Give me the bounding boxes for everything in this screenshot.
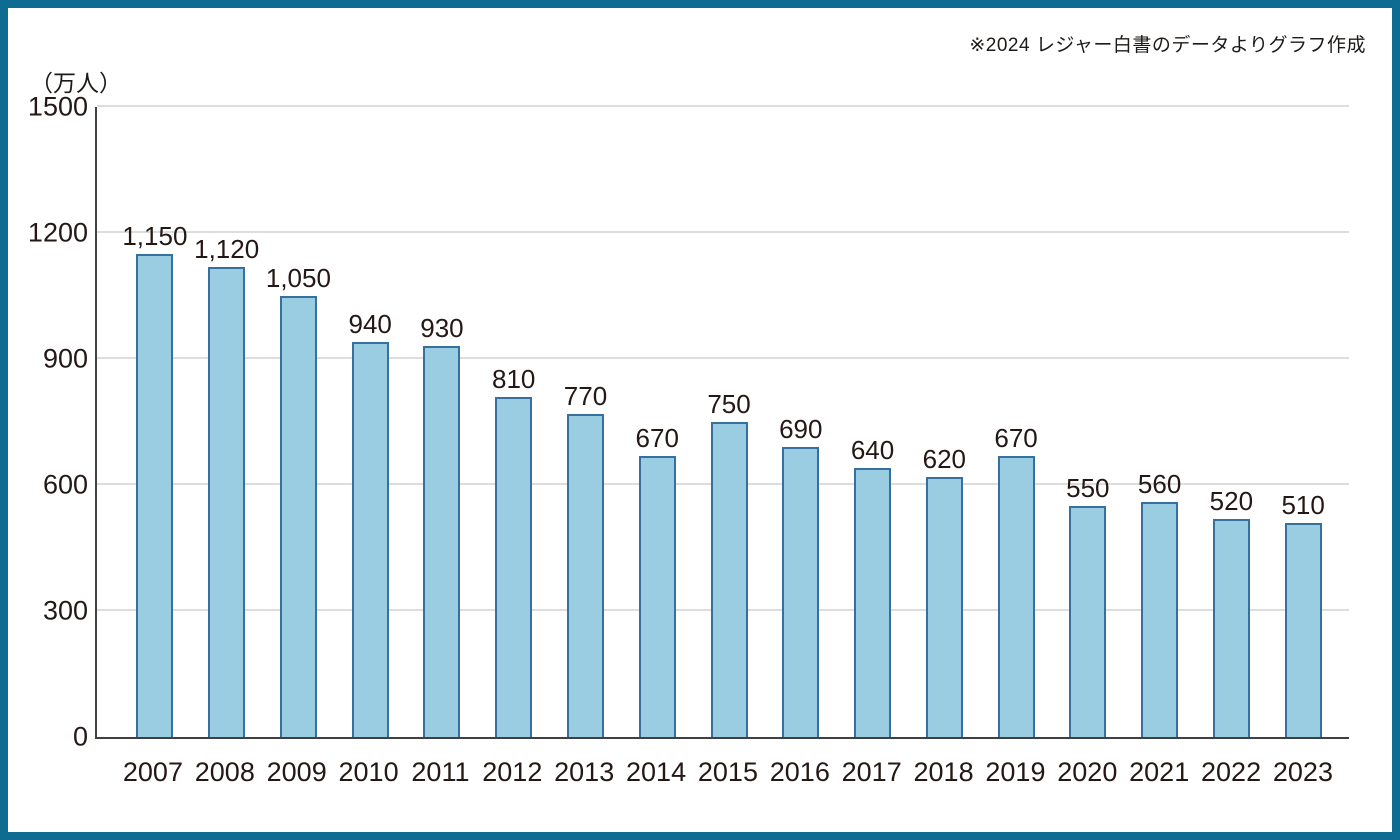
bar-group-2016: 690: [765, 107, 837, 737]
x-tick-label: 2018: [913, 757, 974, 787]
x-tick-label: 2016: [769, 757, 830, 787]
x-tick-label: 2007: [122, 757, 183, 787]
bar-group-2010: 940: [334, 107, 406, 737]
bar: [1284, 523, 1322, 737]
bar-value-label: 640: [850, 435, 895, 465]
bar-group-2009: 1,050: [263, 107, 335, 737]
gridline: [97, 231, 1349, 233]
bar-group-2007: 1,150: [119, 107, 191, 737]
bar-value-label: 560: [1137, 469, 1182, 499]
x-tick-label: 2020: [1057, 757, 1118, 787]
bar: [208, 267, 246, 737]
bar-value-label: 1,150: [122, 221, 188, 251]
bar: [997, 456, 1035, 737]
y-tick-label: 900: [42, 343, 88, 374]
y-axis-tick-labels: 0 300 600 900 1200 1500: [8, 93, 88, 750]
y-tick-label: 0: [72, 721, 88, 752]
bar-value-label: 520: [1209, 486, 1254, 516]
bar: [566, 414, 604, 737]
y-tick-label: 1500: [27, 91, 88, 122]
bar: [351, 342, 389, 737]
bar: [710, 422, 748, 737]
bar: [279, 296, 317, 737]
chart-canvas: ※2024 レジャー白書のデータよりグラフ作成 （万人） 0 300 600 900 1…: [8, 8, 1392, 832]
bar: [638, 456, 676, 737]
x-tick-label: 2010: [338, 757, 399, 787]
bar: [1141, 502, 1179, 737]
bar-group-2019: 670: [980, 107, 1052, 737]
x-tick-label: 2011: [411, 757, 470, 787]
bar-value-label: 510: [1281, 490, 1325, 520]
bar: [495, 397, 533, 737]
bar-value-label: 770: [563, 381, 608, 411]
x-tick-label: 2017: [841, 757, 902, 787]
bar-group-2013: 770: [550, 107, 622, 737]
y-tick-label: 300: [42, 595, 88, 626]
bar-value-label: 670: [994, 423, 1038, 453]
bar-value-label: 1,050: [265, 263, 331, 293]
x-tick-label: 2012: [482, 757, 543, 787]
bar-value-label: 550: [1066, 473, 1110, 503]
bars-row: 1,150 1,120 1,050 940 930 810 770 670 750 690 640 6…: [97, 107, 1349, 737]
x-tick-label: 2021: [1129, 757, 1190, 787]
bar: [1212, 519, 1250, 737]
plot-area: 1,150 1,120 1,050 940 930 810 770 670 750 690 640 6…: [95, 105, 1349, 739]
y-tick-label: 1200: [27, 217, 88, 248]
x-tick-label: 2013: [554, 757, 615, 787]
x-tick-label: 2023: [1272, 757, 1333, 787]
bar-value-label: 670: [635, 423, 679, 453]
bar-value-label: 690: [779, 414, 823, 444]
gridline: [97, 357, 1349, 359]
gridline: [97, 105, 1349, 107]
x-tick-label: 2008: [194, 757, 255, 787]
source-annotation: ※2024 レジャー白書のデータよりグラフ作成: [969, 35, 1366, 56]
bar: [782, 447, 820, 737]
bar: [854, 468, 892, 737]
x-tick-label: 2014: [626, 757, 687, 787]
bar-group-2020: 550: [1052, 107, 1124, 737]
y-axis-unit-label: （万人）: [30, 70, 122, 96]
x-tick-label: 2009: [266, 757, 327, 787]
bar-group-2023: 510: [1267, 107, 1339, 737]
x-tick-label: 2019: [985, 757, 1046, 787]
x-tick-label: 2022: [1201, 757, 1262, 787]
bar-group-2017: 640: [837, 107, 909, 737]
bar-value-label: 750: [707, 389, 751, 419]
bar-value-label: 620: [922, 444, 966, 474]
x-tick-label: 2015: [697, 757, 758, 787]
y-tick-label: 600: [42, 469, 88, 500]
bar-group-2018: 620: [908, 107, 980, 737]
bar-group-2008: 1,120: [191, 107, 263, 737]
x-axis-tick-labels: 2007 2008 2009 2010 2011 2012 2013 2014 2015 2016…: [95, 757, 1349, 788]
bar-group-2015: 750: [693, 107, 765, 737]
bar: [925, 477, 963, 737]
bar-value-label: 810: [492, 364, 536, 394]
bar: [136, 254, 174, 737]
bar-value-label: 1,120: [194, 234, 260, 264]
bar-group-2012: 810: [478, 107, 550, 737]
bar: [423, 346, 461, 737]
bar: [1069, 506, 1107, 737]
bar-value-label: 930: [420, 313, 464, 343]
bar-group-2021: 560: [1124, 107, 1196, 737]
bar-group-2014: 670: [621, 107, 693, 737]
bar-group-2011: 930: [406, 107, 478, 737]
bar-value-label: 940: [348, 309, 392, 339]
bar-group-2022: 520: [1195, 107, 1267, 737]
